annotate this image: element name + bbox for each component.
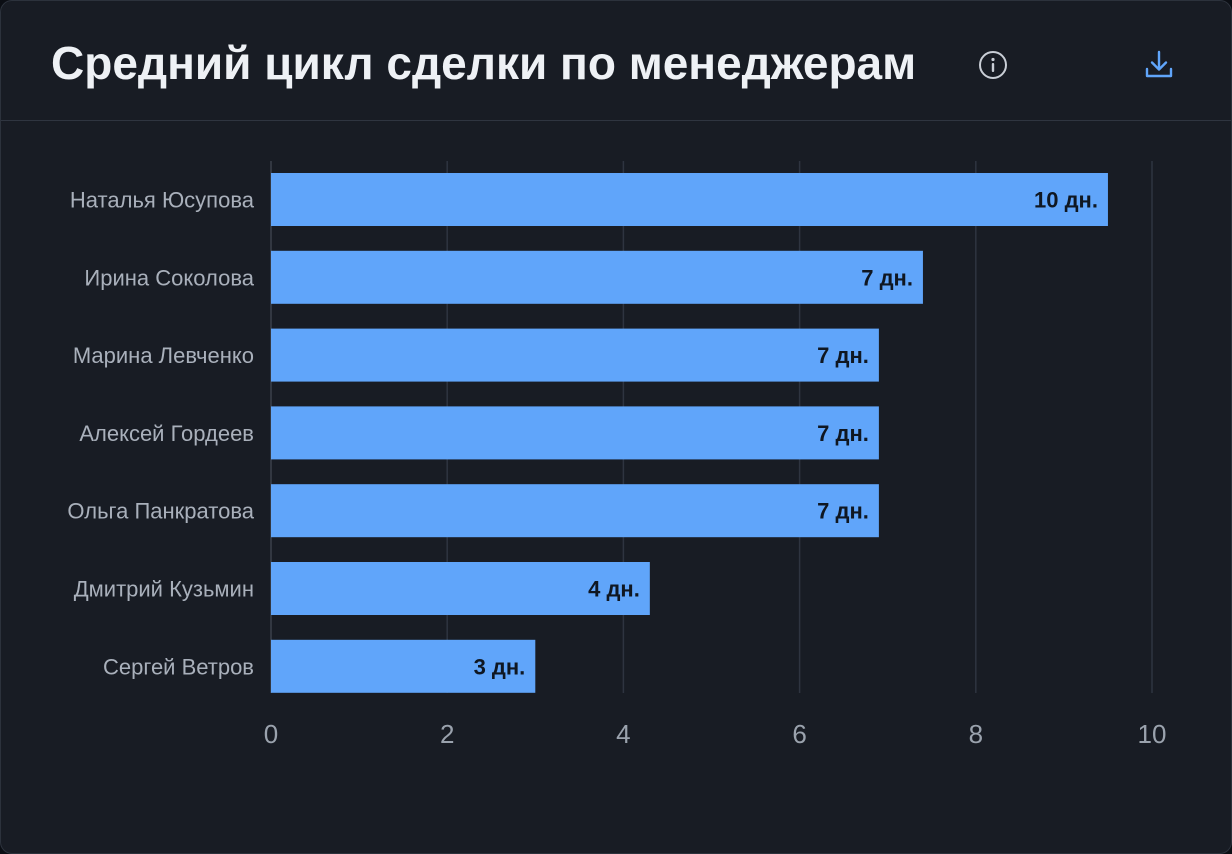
x-tick-label-3: 6	[792, 719, 806, 749]
x-tick-label-1: 2	[440, 719, 454, 749]
category-label-2: Марина Левченко	[73, 343, 254, 368]
data-label-0: 10 дн.	[1034, 188, 1098, 213]
chart-title: Средний цикл сделки по менеджерам	[51, 37, 917, 89]
data-label-5: 4 дн.	[588, 577, 640, 602]
bar-6	[271, 639, 536, 693]
category-label-3: Алексей Гордеев	[79, 421, 254, 446]
category-label-4: Ольга Панкратова	[67, 499, 254, 524]
data-label-6: 3 дн.	[474, 654, 526, 679]
data-label-2: 7 дн.	[817, 343, 869, 368]
category-label-0: Наталья Юсупова	[70, 188, 255, 213]
bar-1	[271, 250, 923, 304]
bar-chart: Наталья Юсупова 10 дн. Ирина Соколова 7 дн.…	[67, 161, 1167, 749]
category-label-5: Дмитрий Кузьмин	[74, 577, 254, 602]
bar-0	[271, 173, 1108, 226]
data-label-3: 7 дн.	[817, 421, 869, 446]
download-icon[interactable]	[1142, 48, 1176, 82]
data-label-4: 7 дн.	[817, 499, 869, 524]
info-circle-icon[interactable]	[978, 50, 1008, 80]
x-tick-label-5: 10	[1138, 719, 1167, 749]
x-tick-label-0: 0	[264, 719, 278, 749]
bar-3	[271, 406, 879, 460]
category-label-1: Ирина Соколова	[84, 265, 254, 290]
x-tick-label-2: 4	[616, 719, 630, 749]
data-label-1: 7 дн.	[861, 265, 913, 290]
x-tick-label-4: 8	[969, 719, 983, 749]
bar-4	[271, 484, 879, 538]
bar-2	[271, 328, 879, 382]
category-label-6: Сергей Ветров	[103, 654, 254, 679]
bar-5	[271, 562, 650, 615]
card-header: Средний цикл сделки по менеджерам	[1, 1, 1231, 121]
